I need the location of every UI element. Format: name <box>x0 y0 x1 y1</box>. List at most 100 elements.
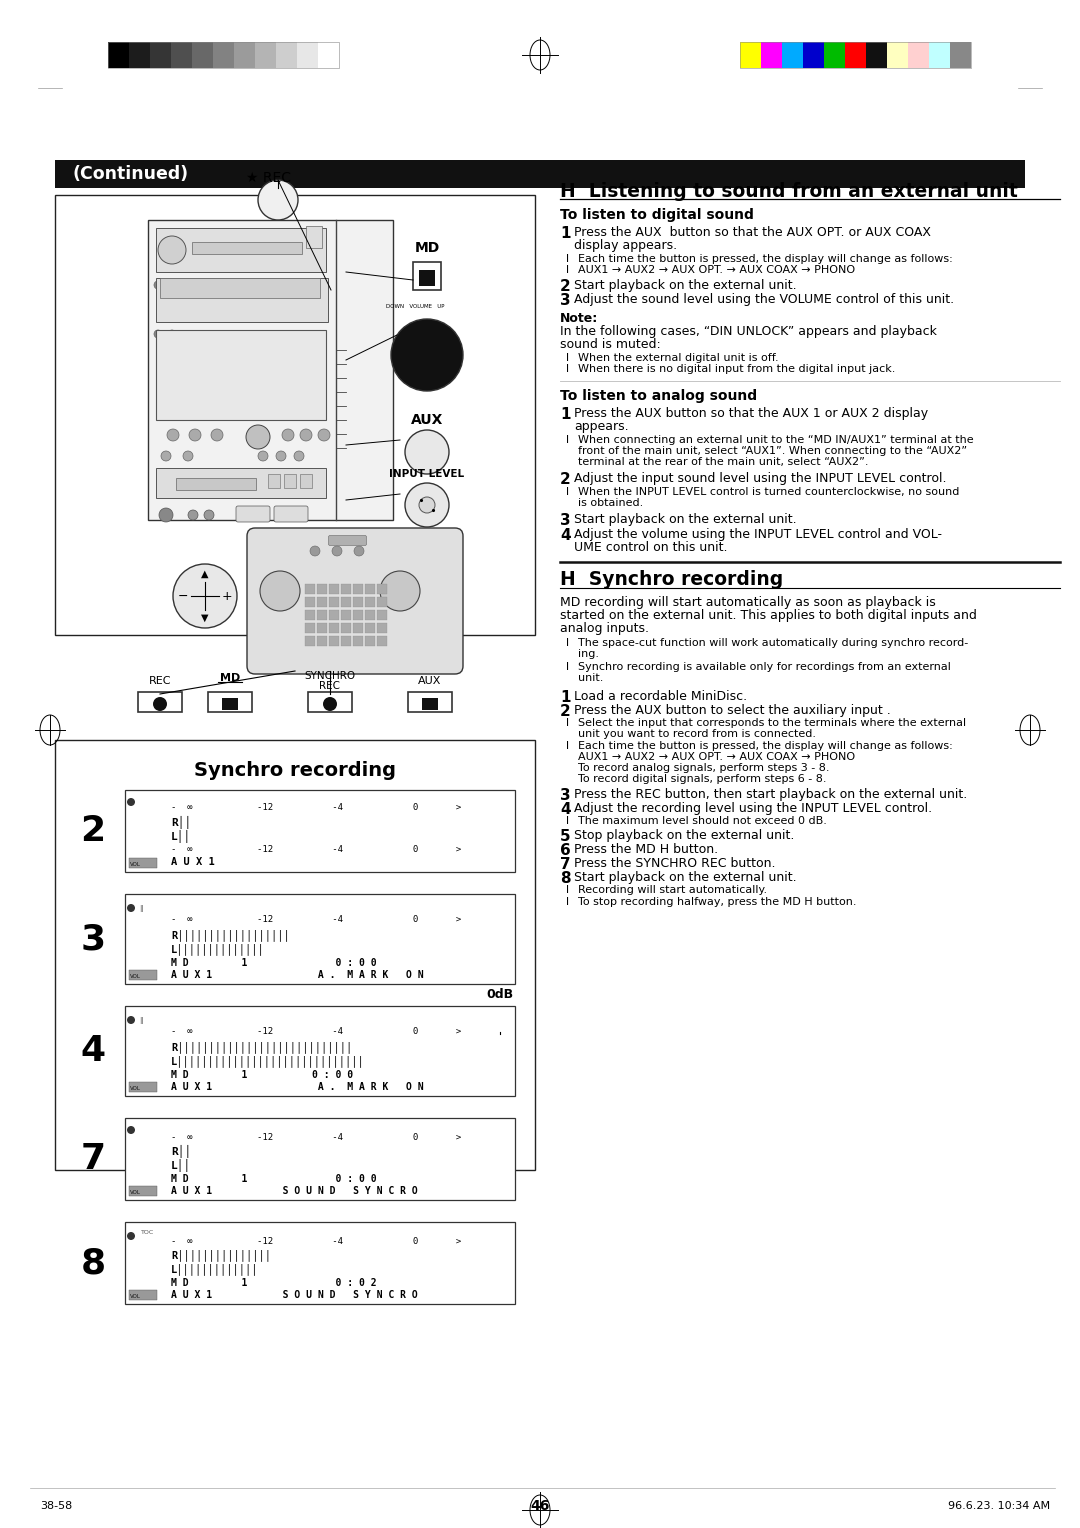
Text: Press the AUX button to select the auxiliary input .: Press the AUX button to select the auxil… <box>573 704 891 717</box>
Circle shape <box>211 429 222 442</box>
Text: REC: REC <box>320 681 340 691</box>
Text: Recording will start automatically.: Recording will start automatically. <box>578 885 767 895</box>
Bar <box>353 623 363 633</box>
Circle shape <box>154 330 162 338</box>
Bar <box>740 41 971 69</box>
Bar <box>929 41 950 69</box>
Text: l: l <box>566 353 569 364</box>
Bar <box>171 41 192 69</box>
Circle shape <box>161 451 171 461</box>
Bar <box>125 1118 515 1199</box>
Bar <box>268 474 280 487</box>
Text: +: + <box>221 590 232 602</box>
Bar <box>192 241 302 254</box>
Text: When the external digital unit is off.: When the external digital unit is off. <box>578 353 779 364</box>
Circle shape <box>173 564 237 628</box>
Bar <box>156 278 328 322</box>
Bar <box>761 41 782 69</box>
Bar <box>318 636 327 646</box>
Bar <box>422 698 438 711</box>
Bar <box>341 623 351 633</box>
Text: AUX1 → AUX2 → AUX OPT. → AUX COAX → PHONO: AUX1 → AUX2 → AUX OPT. → AUX COAX → PHON… <box>578 264 855 275</box>
Text: The maximum level should not exceed 0 dB.: The maximum level should not exceed 0 dB… <box>578 816 827 827</box>
Circle shape <box>127 798 135 805</box>
Bar <box>318 610 327 620</box>
Bar <box>419 270 435 286</box>
Text: front of the main unit, select “AUX1”. When connecting to the “AUX2”: front of the main unit, select “AUX1”. W… <box>578 446 967 455</box>
Text: 0dB: 0dB <box>486 987 514 1001</box>
Bar <box>318 623 327 633</box>
Bar <box>377 597 387 607</box>
Circle shape <box>391 319 463 391</box>
Bar <box>176 478 256 490</box>
Bar <box>329 636 339 646</box>
Bar <box>887 41 908 69</box>
Bar <box>305 623 315 633</box>
Text: Synchro recording: Synchro recording <box>194 761 396 779</box>
Text: Start playback on the external unit.: Start playback on the external unit. <box>573 871 797 885</box>
Bar <box>329 597 339 607</box>
Bar <box>160 278 320 298</box>
Text: Press the REC button, then start playback on the external unit.: Press the REC button, then start playbac… <box>573 788 968 801</box>
Text: Adjust the volume using the INPUT LEVEL control and VOL-: Adjust the volume using the INPUT LEVEL … <box>573 529 942 541</box>
Bar <box>318 584 327 594</box>
Circle shape <box>159 507 173 523</box>
Text: 1: 1 <box>561 406 570 422</box>
Bar <box>222 698 238 711</box>
Bar <box>192 41 213 69</box>
Bar <box>341 584 351 594</box>
Text: M D         1               0 : 0 0: M D 1 0 : 0 0 <box>171 1174 377 1184</box>
Bar <box>353 636 363 646</box>
Bar <box>55 196 535 636</box>
Text: R││││││││││││││││││: R││││││││││││││││││ <box>171 929 289 941</box>
Bar <box>353 584 363 594</box>
Bar <box>300 474 312 487</box>
Circle shape <box>354 545 364 556</box>
Bar <box>413 261 441 290</box>
Bar <box>125 894 515 984</box>
Text: VOL: VOL <box>130 862 140 868</box>
Text: 4: 4 <box>561 802 570 817</box>
Bar <box>408 692 453 712</box>
Text: appears.: appears. <box>573 420 629 432</box>
Text: l: l <box>566 741 569 750</box>
Bar <box>55 160 1025 188</box>
Bar <box>377 610 387 620</box>
Text: ing.: ing. <box>578 649 599 659</box>
Text: -  ∞            -12           -4             0       >: - ∞ -12 -4 0 > <box>171 1238 461 1247</box>
Text: 96.6.23. 10:34 AM: 96.6.23. 10:34 AM <box>948 1500 1050 1511</box>
Bar <box>129 970 157 979</box>
Circle shape <box>405 429 449 474</box>
Text: ★ REC: ★ REC <box>245 171 291 185</box>
Circle shape <box>188 510 198 520</box>
Text: ‖: ‖ <box>139 1016 143 1024</box>
Bar <box>108 41 129 69</box>
Text: -  ∞            -12           -4             0       >: - ∞ -12 -4 0 > <box>171 804 461 813</box>
Text: To listen to analog sound: To listen to analog sound <box>561 390 757 403</box>
Text: 1: 1 <box>561 226 570 241</box>
Bar <box>782 41 804 69</box>
Bar <box>341 636 351 646</box>
Text: 2: 2 <box>80 814 106 848</box>
Bar <box>125 1222 515 1303</box>
Circle shape <box>258 451 268 461</box>
Text: MD: MD <box>415 241 440 255</box>
Bar <box>156 468 326 498</box>
Circle shape <box>276 451 286 461</box>
Text: M D         1               0 : 0 2: M D 1 0 : 0 2 <box>171 1277 377 1288</box>
Text: l: l <box>566 816 569 827</box>
Text: VOL: VOL <box>130 975 140 979</box>
Bar <box>740 41 761 69</box>
Text: L││: L││ <box>171 1158 191 1172</box>
Text: VOL: VOL <box>130 1294 140 1299</box>
Text: Adjust the input sound level using the INPUT LEVEL control.: Adjust the input sound level using the I… <box>573 472 946 484</box>
Bar <box>129 1186 157 1196</box>
Text: When there is no digital input from the digital input jack.: When there is no digital input from the … <box>578 364 895 374</box>
Bar <box>213 41 234 69</box>
Text: UME control on this unit.: UME control on this unit. <box>573 541 728 555</box>
Text: R││: R││ <box>171 816 191 828</box>
Text: L││││││││││││││: L││││││││││││││ <box>171 943 265 955</box>
Bar <box>318 597 327 607</box>
Bar <box>156 228 326 272</box>
Text: R││: R││ <box>171 1144 191 1158</box>
